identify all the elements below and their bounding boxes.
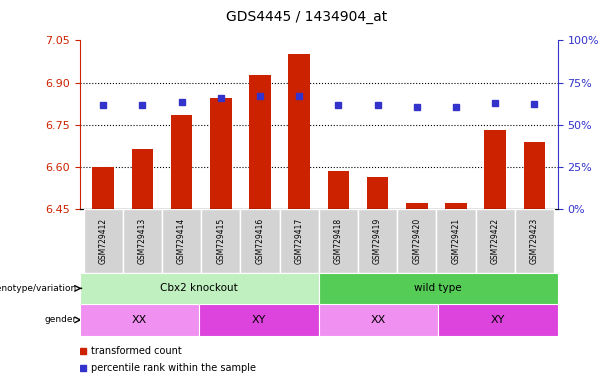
- Bar: [210, 98, 232, 209]
- Bar: [201, 209, 240, 273]
- Bar: [319, 273, 558, 304]
- Bar: [515, 209, 554, 273]
- Bar: [524, 142, 545, 209]
- Bar: [162, 209, 201, 273]
- Text: GSM729421: GSM729421: [451, 218, 460, 264]
- Bar: [123, 209, 162, 273]
- Text: GSM729412: GSM729412: [99, 218, 108, 264]
- Bar: [199, 304, 319, 336]
- Bar: [445, 203, 466, 209]
- Text: GSM729418: GSM729418: [334, 218, 343, 264]
- Bar: [406, 203, 427, 209]
- Bar: [476, 209, 515, 273]
- Bar: [319, 209, 358, 273]
- Bar: [358, 209, 397, 273]
- Bar: [319, 304, 438, 336]
- Bar: [80, 304, 199, 336]
- Text: GSM729419: GSM729419: [373, 218, 382, 264]
- Bar: [280, 209, 319, 273]
- Text: XX: XX: [132, 315, 147, 325]
- Text: XX: XX: [371, 315, 386, 325]
- Text: XY: XY: [252, 315, 266, 325]
- Text: Cbx2 knockout: Cbx2 knockout: [161, 283, 238, 293]
- Text: GSM729422: GSM729422: [490, 218, 500, 264]
- Bar: [240, 209, 280, 273]
- Text: XY: XY: [491, 315, 505, 325]
- Bar: [397, 209, 436, 273]
- Bar: [288, 55, 310, 209]
- Bar: [484, 131, 506, 209]
- Text: transformed count: transformed count: [91, 346, 182, 356]
- Text: GSM729414: GSM729414: [177, 218, 186, 264]
- Bar: [249, 74, 271, 209]
- Text: GSM729417: GSM729417: [295, 218, 303, 264]
- Text: gender: gender: [44, 315, 77, 324]
- Bar: [132, 149, 153, 209]
- Text: GDS4445 / 1434904_at: GDS4445 / 1434904_at: [226, 10, 387, 23]
- Bar: [80, 273, 319, 304]
- Bar: [367, 177, 388, 209]
- Text: wild type: wild type: [414, 283, 462, 293]
- Text: percentile rank within the sample: percentile rank within the sample: [91, 364, 256, 374]
- Text: GSM729416: GSM729416: [256, 218, 264, 264]
- Bar: [171, 115, 192, 209]
- Text: GSM729420: GSM729420: [412, 218, 421, 264]
- Bar: [93, 167, 114, 209]
- Bar: [438, 304, 558, 336]
- Text: genotype/variation: genotype/variation: [0, 284, 77, 293]
- Text: GSM729415: GSM729415: [216, 218, 226, 264]
- Text: GSM729423: GSM729423: [530, 218, 539, 264]
- Bar: [436, 209, 476, 273]
- Bar: [327, 171, 349, 209]
- Bar: [83, 209, 123, 273]
- Text: GSM729413: GSM729413: [138, 218, 147, 264]
